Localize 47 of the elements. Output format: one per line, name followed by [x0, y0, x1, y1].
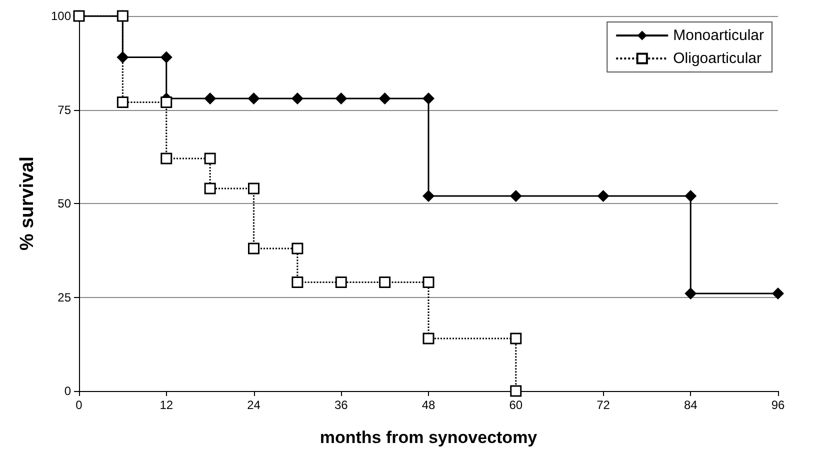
point: [204, 152, 216, 164]
point: [510, 385, 522, 397]
legend-label: Monoarticular: [673, 27, 764, 44]
point: [204, 182, 216, 194]
point: [292, 242, 304, 254]
y-tick-label: 75: [58, 102, 72, 117]
point: [684, 190, 697, 202]
point: [510, 332, 522, 344]
y-tick-label: 0: [64, 384, 72, 398]
y-tick-label: 100: [50, 9, 72, 23]
point: [510, 190, 522, 202]
point: [160, 152, 172, 164]
x-tick-label: 72: [596, 398, 610, 412]
point: [335, 276, 347, 288]
point: [116, 96, 128, 108]
point: [597, 190, 610, 202]
x-axis-title: months from synovectomy: [320, 428, 538, 447]
point: [422, 332, 434, 344]
point: [248, 92, 260, 104]
point: [422, 92, 434, 104]
point: [204, 92, 216, 104]
point: [335, 92, 348, 104]
legend-label: Oligoarticular: [673, 50, 762, 67]
point: [248, 182, 260, 194]
y-tick-label: 50: [58, 196, 72, 210]
point: [291, 92, 304, 104]
x-tick-label: 60: [509, 398, 523, 412]
point: [160, 96, 172, 108]
point: [292, 276, 304, 288]
x-tick-label: 36: [334, 398, 348, 412]
point: [116, 51, 129, 64]
point: [378, 92, 391, 104]
x-tick-label: 84: [684, 398, 698, 412]
x-tick-label: 12: [160, 398, 174, 412]
x-tick-label: 24: [247, 398, 261, 412]
y-tick-label: 25: [58, 290, 72, 304]
point: [772, 288, 784, 300]
point: [248, 242, 260, 254]
x-tick-label: 96: [771, 398, 785, 412]
y-axis-title: % survival: [17, 156, 38, 250]
point: [684, 288, 697, 300]
point: [379, 276, 391, 288]
point: [422, 190, 434, 202]
point: [160, 51, 172, 64]
point: [422, 276, 434, 288]
x-tick-label: 48: [422, 398, 436, 412]
x-tick-label: 0: [76, 398, 83, 412]
